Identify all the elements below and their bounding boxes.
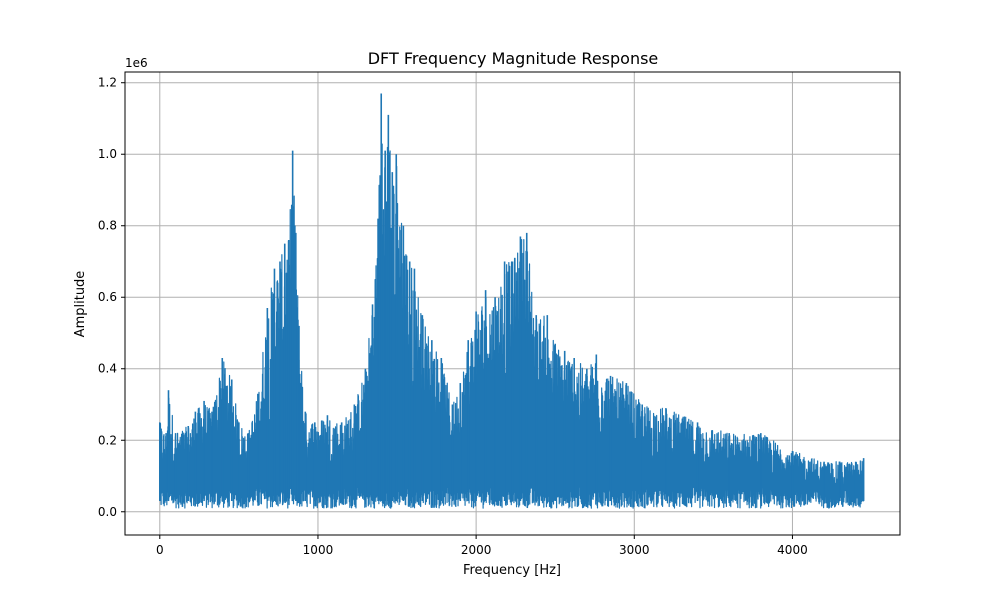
plot-frame xyxy=(124,71,901,536)
y-tick-label: 0.8 xyxy=(98,219,117,233)
y-tick-label: 0.4 xyxy=(98,362,117,376)
y-axis-label: Amplitude xyxy=(73,271,88,338)
axis-ticks: 0 1000 2000 3000 4000 0.0 0.2 0.4 0.6 0.8 1.0 1.2 xyxy=(98,76,808,557)
x-tick-label: 1000 xyxy=(303,543,334,557)
x-tick-label: 3000 xyxy=(619,543,650,557)
y-axis-offset-label: 1e6 xyxy=(125,56,148,70)
x-tick-label: 0 xyxy=(156,543,164,557)
y-tick-label: 0.2 xyxy=(98,433,117,447)
y-tick-label: 0.0 xyxy=(98,505,117,519)
y-tick-label: 0.6 xyxy=(98,290,117,304)
x-tick-label: 4000 xyxy=(777,543,808,557)
y-tick-label: 1.2 xyxy=(98,76,117,90)
y-tick-label: 1.0 xyxy=(98,147,117,161)
chart-title: DFT Frequency Magnitude Response xyxy=(368,49,659,68)
peak-spikes xyxy=(158,93,865,502)
x-axis-label: Frequency [Hz] xyxy=(463,563,561,578)
plot-area: 0 1000 2000 3000 4000 0.0 0.2 0.4 0.6 0.8 1.0 1.2 xyxy=(98,71,901,557)
x-tick-label: 2000 xyxy=(461,543,492,557)
